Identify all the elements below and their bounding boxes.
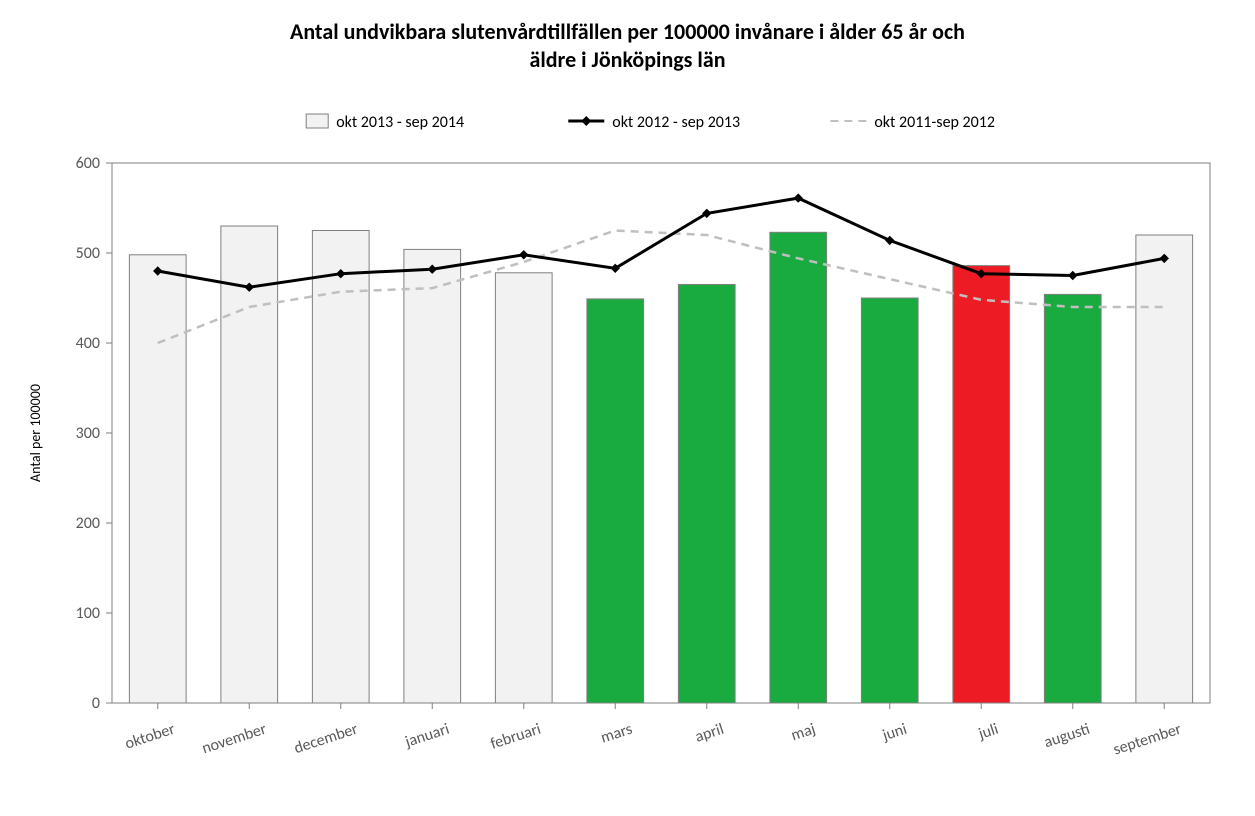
bar: [587, 299, 644, 703]
chart-container: Antal undvikbara slutenvårdtillfällen pe…: [0, 0, 1255, 816]
chart-title: Antal undvikbara slutenvårdtillfällen pe…: [0, 0, 1255, 73]
xtick-label: maj: [789, 720, 818, 746]
ytick-label: 500: [76, 244, 100, 263]
bar: [495, 273, 552, 703]
xtick-label: februari: [488, 720, 543, 754]
bar: [404, 249, 461, 703]
xtick-label: april: [693, 720, 726, 747]
bar: [221, 226, 278, 703]
bar: [861, 298, 918, 703]
xtick-label: juli: [975, 720, 1000, 744]
chart-title-line1: Antal undvikbara slutenvårdtillfällen pe…: [0, 18, 1255, 46]
ytick-label: 200: [76, 514, 100, 533]
legend-swatch-bar-icon: [306, 114, 328, 128]
chart-title-line2: äldre i Jönköpings län: [0, 46, 1255, 74]
bar: [953, 266, 1010, 703]
bar: [1044, 294, 1101, 703]
xtick-label: juni: [879, 720, 909, 746]
bar: [770, 232, 827, 703]
bar: [1136, 235, 1193, 703]
legend-label: okt 2011-sep 2012: [874, 113, 995, 132]
ytick-label: 300: [76, 424, 100, 443]
ytick-label: 0: [92, 694, 100, 713]
legend-label: okt 2013 - sep 2014: [336, 113, 464, 132]
xtick-label: mars: [598, 720, 634, 748]
ytick-label: 600: [76, 154, 100, 173]
bar: [129, 255, 186, 703]
xtick-label: oktober: [123, 720, 178, 754]
chart-svg: 0 100 200 300 400 500 600 Antal per 100000 oktob…: [0, 73, 1255, 799]
xtick-label: december: [292, 720, 361, 759]
xtick-label: januari: [402, 720, 452, 752]
ytick-label: 100: [76, 604, 100, 623]
y-axis-label: Antal per 100000: [27, 384, 44, 482]
ytick-label: 400: [76, 334, 100, 353]
legend-label: okt 2012 - sep 2013: [612, 113, 740, 132]
xtick-label: september: [1111, 720, 1184, 760]
bar: [678, 285, 735, 704]
xtick-label: november: [200, 720, 270, 759]
bar: [312, 231, 369, 704]
xtick-label: augusti: [1042, 720, 1093, 753]
legend-diamond-icon: [581, 116, 591, 126]
